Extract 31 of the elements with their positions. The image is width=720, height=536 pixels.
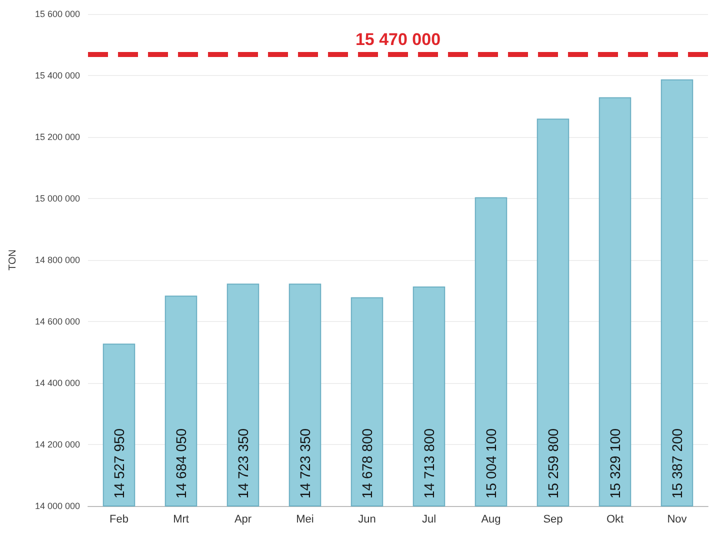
y-tick-label: 14 800 000 [34,255,80,265]
data-label: 15 004 100 [483,428,499,498]
data-label: 14 527 950 [111,428,127,498]
y-tick-label: 14 000 000 [34,501,80,511]
data-label: 14 723 350 [235,428,251,498]
x-tick-label: Nov [667,514,688,526]
y-tick-label: 15 200 000 [34,132,80,142]
y-tick-label: 14 400 000 [34,378,80,388]
y-tick-label: 14 600 000 [34,316,80,326]
y-tick-label: 15 400 000 [34,70,80,80]
x-tick-label: Apr [234,514,252,526]
x-tick-label: Jul [422,514,436,526]
x-tick-label: Mei [296,514,314,526]
data-label: 14 723 350 [297,428,313,498]
data-label: 15 259 800 [545,428,561,498]
data-label: 15 329 100 [607,428,623,498]
y-axis-title: TON [8,250,18,270]
x-tick-label: Feb [110,514,128,526]
x-tick-label: Sep [543,514,563,526]
y-tick-label: 15 000 000 [34,194,80,204]
x-tick-label: Aug [481,514,501,526]
x-tick-label: Okt [606,514,624,526]
ref-line-label: 15 470 000 [355,30,441,49]
data-label: 15 387 200 [669,428,685,498]
data-label: 14 713 800 [421,428,437,498]
x-tick-label: Mrt [173,514,189,526]
y-tick-label: 14 200 000 [34,440,80,450]
x-tick-label: Jun [358,514,376,526]
data-label: 14 678 800 [359,428,375,498]
data-label: 14 684 050 [173,428,189,498]
y-tick-label: 15 600 000 [34,9,80,19]
